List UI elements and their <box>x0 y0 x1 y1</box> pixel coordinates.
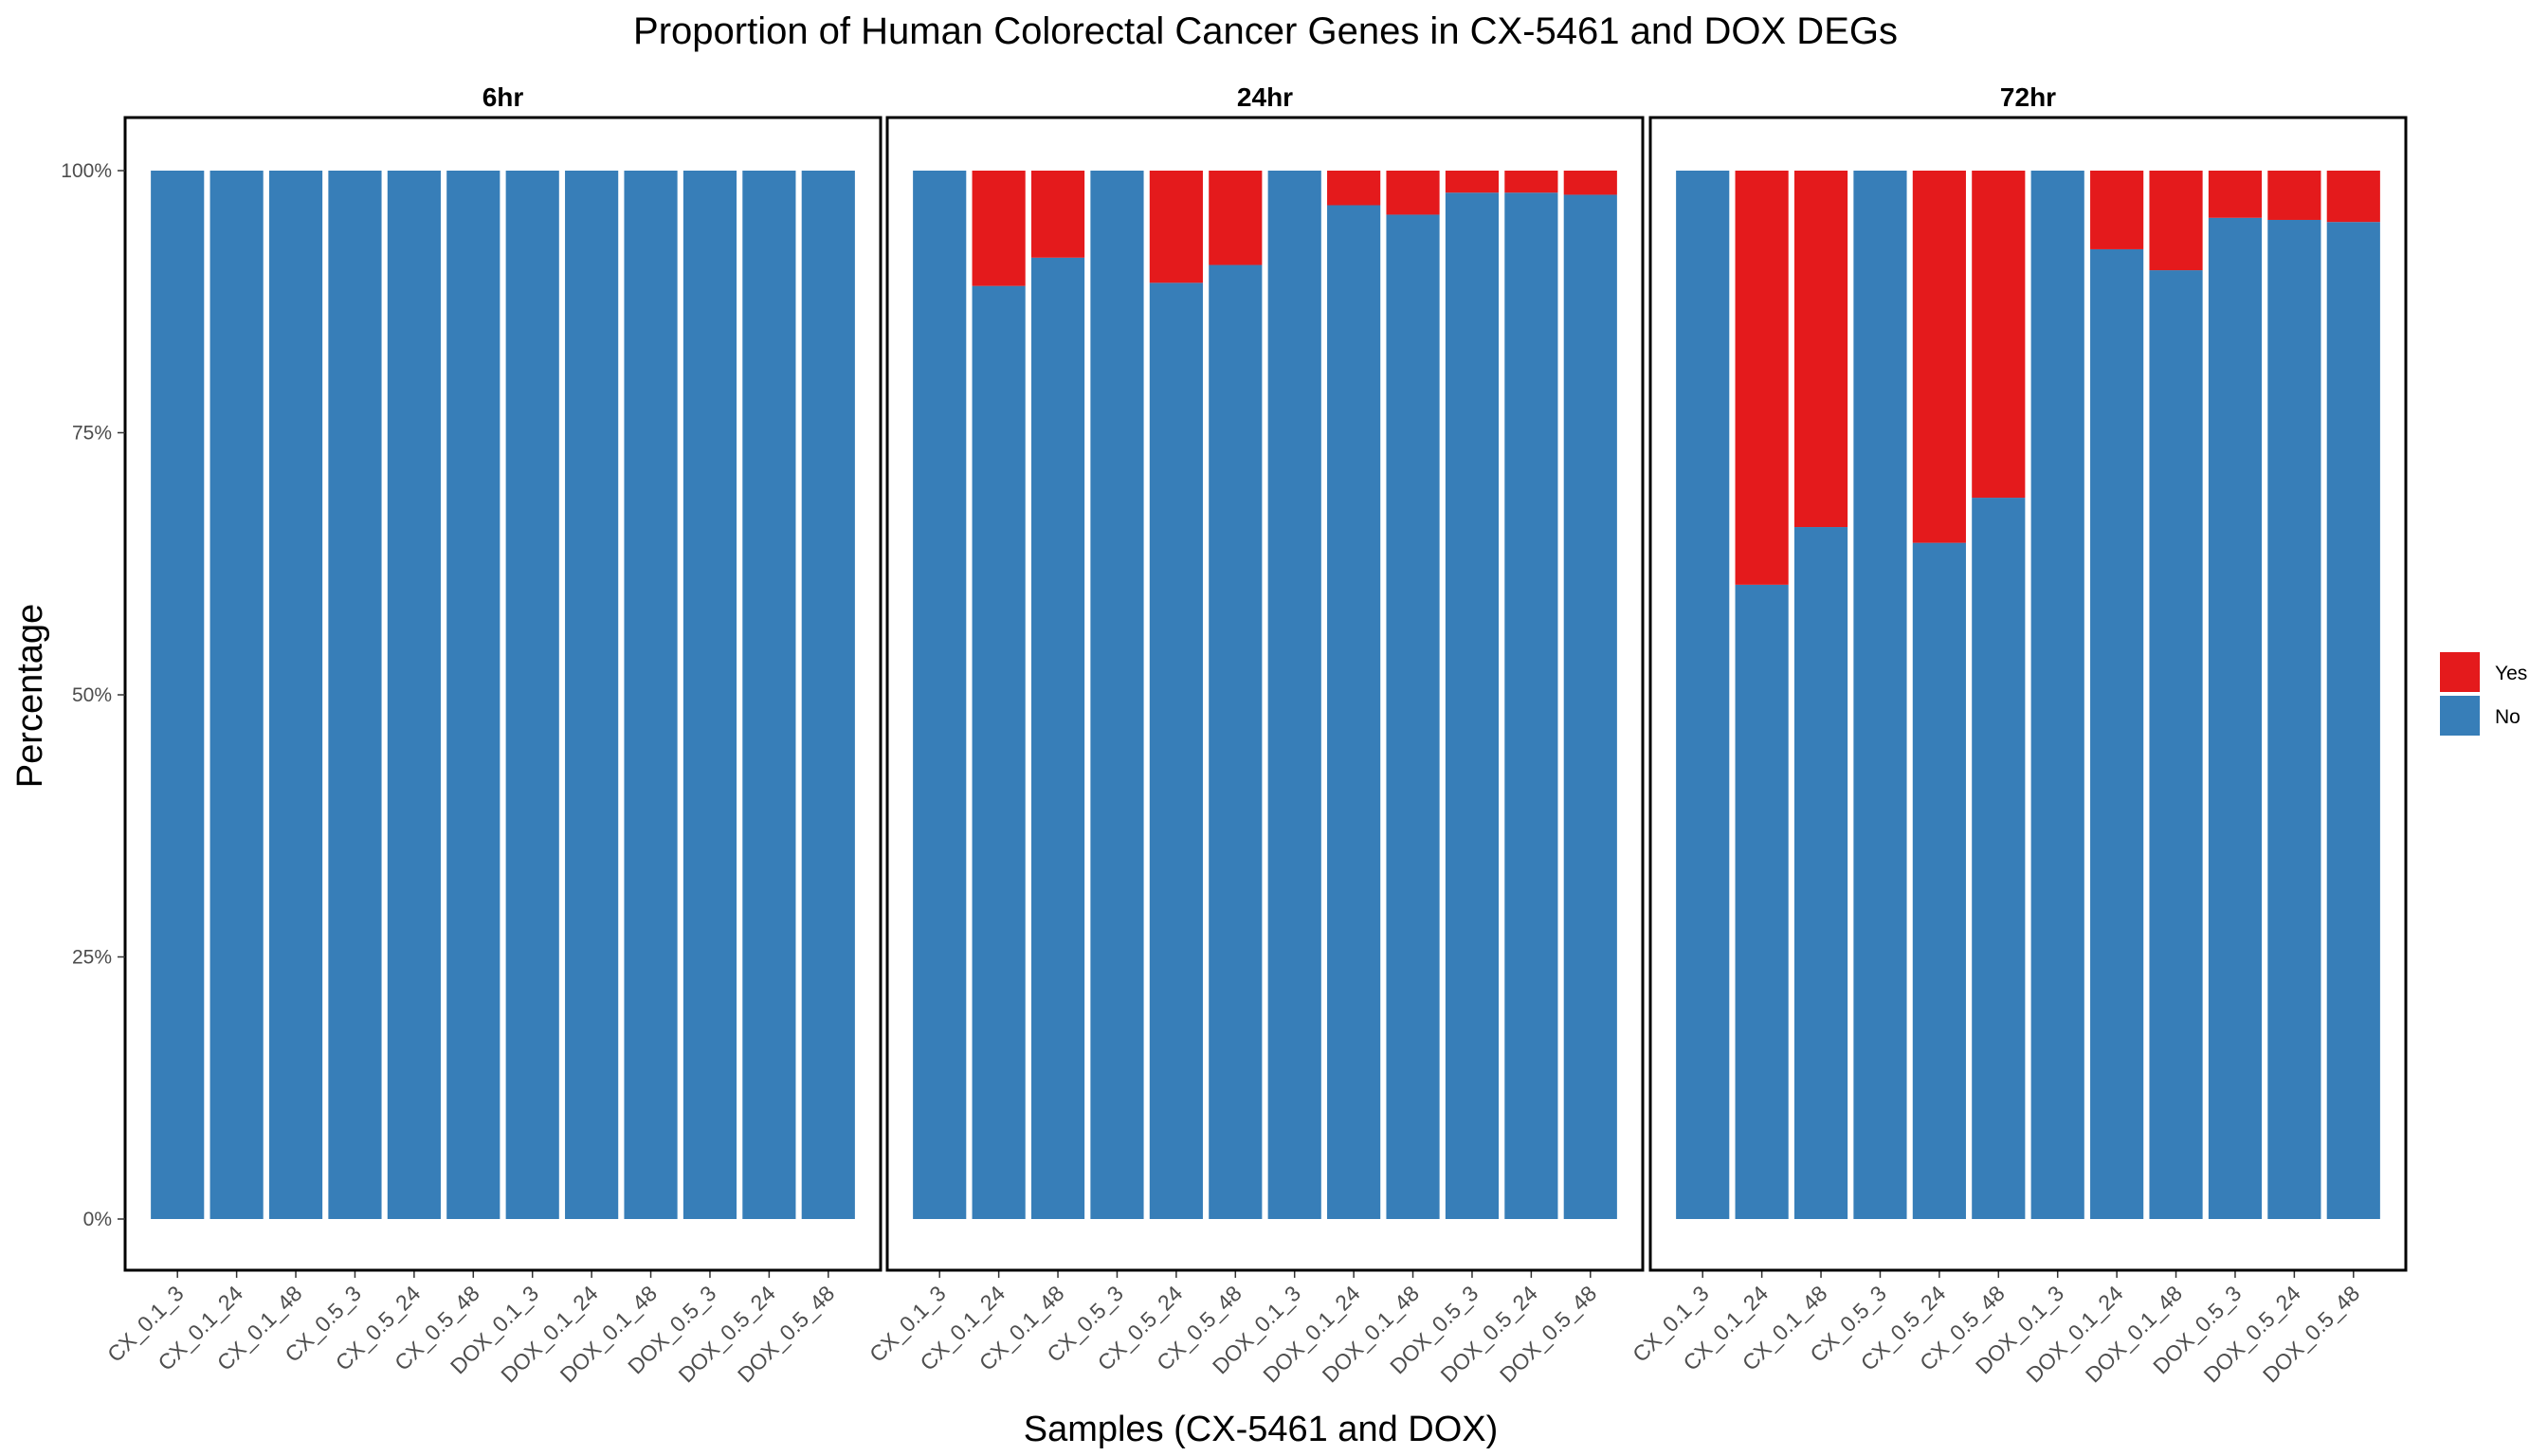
facet-panel-6hr: 6hrCX_0.1_3CX_0.1_24CX_0.1_48CX_0.5_3CX_… <box>102 82 883 1388</box>
bar-no-DOX_0.5_3 <box>1445 192 1500 1220</box>
bar-yes-DOX_0.5_3 <box>2208 171 2263 218</box>
bar-no-DOX_0.5_24 <box>2267 219 2321 1220</box>
facet-label: 24hr <box>1237 82 1293 112</box>
bar-no-DOX_0.1_24 <box>2090 248 2144 1219</box>
bar-yes-CX_0.5_48 <box>1209 171 1263 265</box>
bar-yes-DOX_0.5_3 <box>1445 171 1500 193</box>
bar-no-CX_0.5_3 <box>1090 171 1144 1219</box>
bar-yes-CX_0.5_24 <box>1149 171 1203 283</box>
panel-border <box>1648 116 2408 1272</box>
bar-no-CX_0.5_3 <box>1853 171 1907 1219</box>
y-tick-label: 0% <box>83 1209 112 1230</box>
bar-no-CX_0.5_48 <box>1972 498 2026 1219</box>
panel-border <box>123 116 883 1272</box>
bar-yes-CX_0.1_24 <box>972 171 1026 286</box>
bar-yes-CX_0.1_48 <box>1793 171 1848 528</box>
bar-yes-CX_0.5_24 <box>1912 171 1966 543</box>
bar-no-CX_0.1_48 <box>268 171 323 1219</box>
bar-yes-DOX_0.5_48 <box>1563 171 1617 195</box>
y-axis-label: Percentage <box>10 604 50 788</box>
y-tick-label: 75% <box>72 423 112 445</box>
bar-no-DOX_0.1_3 <box>2030 171 2084 1219</box>
bar-no-CX_0.5_3 <box>328 171 382 1219</box>
bar-no-CX_0.5_24 <box>387 171 441 1219</box>
bar-yes-DOX_0.1_48 <box>1386 171 1440 215</box>
legend-label-yes: Yes <box>2495 663 2527 684</box>
bar-no-CX_0.1_3 <box>151 171 205 1219</box>
bar-no-DOX_0.5_48 <box>801 171 855 1219</box>
bar-no-CX_0.1_3 <box>913 171 967 1219</box>
panel-border <box>885 116 1645 1272</box>
bar-no-CX_0.5_48 <box>446 171 500 1219</box>
bar-no-CX_0.1_24 <box>972 285 1026 1219</box>
legend-swatch-no <box>2440 696 2480 736</box>
bar-yes-DOX_0.1_48 <box>2149 171 2203 271</box>
bar-no-DOX_0.5_48 <box>1563 194 1617 1220</box>
facet-panel-72hr: 72hrCX_0.1_3CX_0.1_24CX_0.1_48CX_0.5_3CX… <box>1628 82 2408 1388</box>
bar-yes-CX_0.5_48 <box>1972 171 2026 499</box>
facet-panel-24hr: 24hrCX_0.1_3CX_0.1_24CX_0.1_48CX_0.5_3CX… <box>864 82 1645 1388</box>
bar-yes-DOX_0.1_24 <box>1327 171 1381 206</box>
legend-swatch-yes <box>2440 652 2480 692</box>
chart-title: Proportion of Human Colorectal Cancer Ge… <box>633 10 1898 52</box>
bar-no-DOX_0.1_48 <box>2149 270 2203 1219</box>
facet-panels: 6hrCX_0.1_3CX_0.1_24CX_0.1_48CX_0.5_3CX_… <box>102 82 2408 1388</box>
bar-no-DOX_0.5_3 <box>2208 217 2263 1219</box>
bar-no-DOX_0.1_3 <box>1267 171 1321 1219</box>
bar-no-DOX_0.5_24 <box>1504 192 1558 1220</box>
facet-label: 6hr <box>482 82 524 112</box>
bar-yes-DOX_0.5_24 <box>1504 171 1558 193</box>
y-tick-label: 25% <box>72 947 112 969</box>
bar-no-CX_0.1_48 <box>1793 527 1848 1219</box>
bar-no-DOX_0.1_24 <box>565 171 619 1219</box>
bar-no-CX_0.1_24 <box>1735 584 1789 1219</box>
bar-yes-CX_0.1_48 <box>1030 171 1085 258</box>
facet-label: 72hr <box>2000 82 2056 112</box>
bar-no-CX_0.1_48 <box>1030 257 1085 1220</box>
bar-no-DOX_0.1_24 <box>1327 205 1381 1219</box>
legend-label-no: No <box>2495 706 2521 728</box>
bar-no-CX_0.5_48 <box>1209 264 1263 1219</box>
bar-yes-CX_0.1_24 <box>1735 171 1789 585</box>
bar-yes-DOX_0.1_24 <box>2090 171 2144 249</box>
bar-yes-DOX_0.5_48 <box>2326 171 2380 223</box>
bar-no-DOX_0.5_3 <box>682 171 737 1219</box>
y-axis: 0% 25% 50% 75% 100% <box>61 160 125 1230</box>
bar-no-DOX_0.1_48 <box>1386 214 1440 1219</box>
x-axis-label: Samples (CX-5461 and DOX) <box>1024 1410 1499 1449</box>
y-tick-label: 50% <box>72 684 112 706</box>
y-tick-label: 100% <box>61 160 112 182</box>
bar-no-DOX_0.5_24 <box>742 171 796 1219</box>
bar-no-CX_0.1_24 <box>209 171 264 1219</box>
bar-no-DOX_0.1_3 <box>505 171 559 1219</box>
bar-no-DOX_0.5_48 <box>2326 222 2380 1220</box>
bar-no-CX_0.5_24 <box>1149 282 1203 1219</box>
legend: Yes No <box>2440 652 2527 736</box>
bar-no-CX_0.5_24 <box>1912 542 1966 1219</box>
bar-yes-DOX_0.5_24 <box>2267 171 2321 220</box>
bar-no-DOX_0.1_48 <box>624 171 678 1219</box>
bar-no-CX_0.1_3 <box>1676 171 1730 1219</box>
